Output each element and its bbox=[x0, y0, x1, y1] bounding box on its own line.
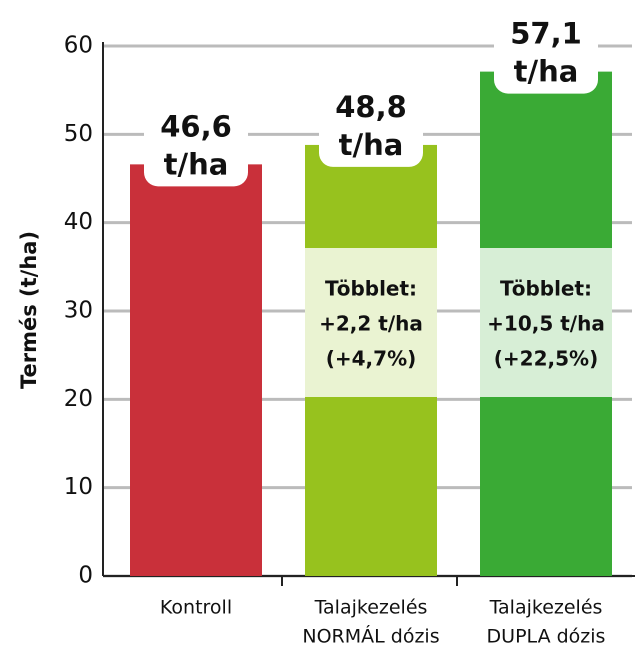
value-label: t/ha bbox=[514, 55, 579, 89]
y-tick-label: 0 bbox=[78, 563, 93, 589]
value-label: t/ha bbox=[339, 128, 404, 162]
x-tick-label: Talajkezelés bbox=[314, 597, 428, 619]
annotation: Többlet: bbox=[500, 277, 592, 301]
annotation: +10,5 t/ha bbox=[487, 312, 605, 336]
value-label: 48,8 bbox=[335, 90, 407, 124]
x-tick-label: Kontroll bbox=[160, 597, 232, 619]
x-tick-label: Talajkezelés bbox=[489, 597, 603, 619]
y-tick-label: 50 bbox=[64, 121, 93, 147]
x-tick-label: NORMÁL dózis bbox=[302, 625, 439, 646]
annotation: Többlet: bbox=[325, 277, 417, 301]
value-label: 46,6 bbox=[160, 109, 232, 143]
annotation-band bbox=[480, 248, 612, 397]
annotation-band bbox=[305, 248, 437, 397]
annotation: (+4,7%) bbox=[326, 347, 417, 371]
annotation: (+22,5%) bbox=[494, 347, 598, 371]
bar bbox=[130, 164, 262, 576]
value-label-box bbox=[319, 86, 423, 167]
y-tick-label: 20 bbox=[64, 386, 93, 412]
y-axis-label: Termés (t/ha) bbox=[17, 231, 41, 389]
y-tick-label: 60 bbox=[64, 33, 93, 59]
y-tick-label: 40 bbox=[64, 209, 93, 235]
x-tick-label: DUPLA dózis bbox=[487, 626, 606, 646]
y-tick-label: 10 bbox=[64, 474, 93, 500]
value-label: 57,1 bbox=[510, 17, 582, 51]
value-label-box bbox=[144, 106, 248, 187]
annotation: +2,2 t/ha bbox=[319, 312, 423, 336]
value-label-box bbox=[494, 13, 598, 94]
value-label: t/ha bbox=[164, 147, 229, 181]
y-tick-label: 30 bbox=[64, 298, 93, 324]
